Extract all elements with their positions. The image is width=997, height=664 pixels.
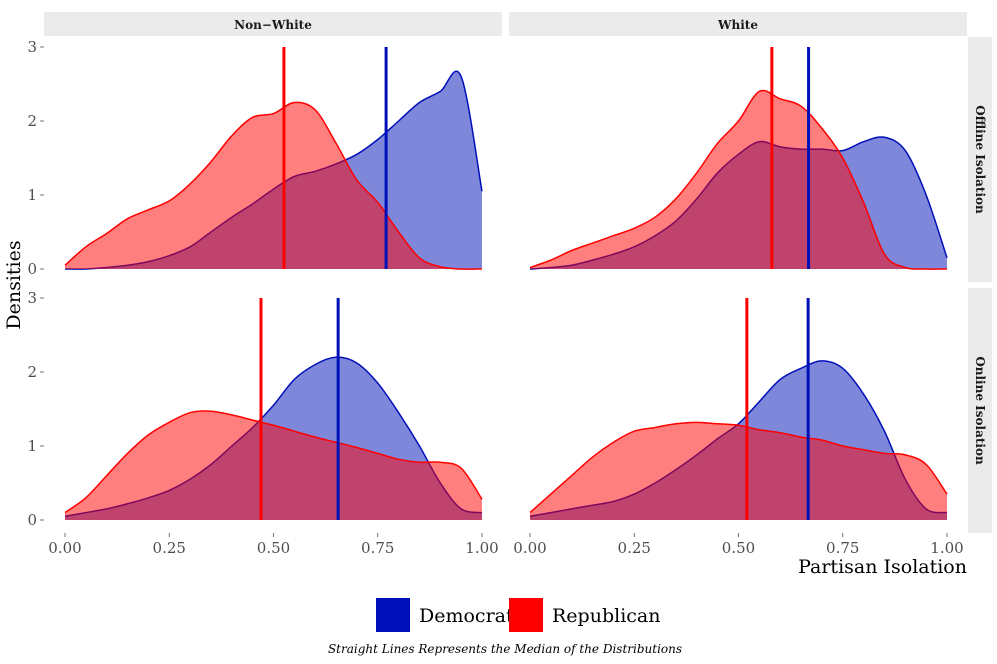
y-tick-label: 1 xyxy=(27,437,37,455)
x-ticks-right: 0.00 0.25 0.50 0.75 1.00 xyxy=(513,533,964,557)
column-label-white: White xyxy=(717,18,758,32)
row-strip-online xyxy=(968,288,992,533)
republican-density-outline xyxy=(64,101,483,270)
x-tick-label: 0.00 xyxy=(513,539,546,557)
column-label-nonwhite: Non−White xyxy=(234,18,312,32)
x-tick-label: 0.25 xyxy=(618,539,651,557)
legend-swatch-republican xyxy=(509,598,543,632)
republican-density-area xyxy=(65,102,482,270)
x-tick-label: 1.00 xyxy=(465,539,498,557)
y-ticks-top: 0 1 2 3 xyxy=(27,38,44,278)
row-strip-offline xyxy=(968,37,992,282)
republican-density-outline xyxy=(529,89,948,270)
x-tick-label: 1.00 xyxy=(930,539,963,557)
legend-label-republican: Republican xyxy=(552,605,660,627)
x-tick-label: 0.75 xyxy=(361,539,394,557)
x-tick-label: 0.25 xyxy=(153,539,186,557)
republican-density-outline xyxy=(529,421,948,514)
y-ticks-bottom: 0 1 2 3 xyxy=(27,289,44,529)
y-axis-title: Densities xyxy=(3,240,25,329)
y-tick-label: 2 xyxy=(27,112,37,130)
republican-density-area xyxy=(65,411,482,520)
y-tick-label: 3 xyxy=(27,289,37,307)
panel-nonwhite-offline xyxy=(64,47,483,270)
panel-nonwhite-online xyxy=(64,298,483,520)
row-label-offline: Offline Isolation xyxy=(973,105,987,214)
x-tick-label: 0.00 xyxy=(48,539,81,557)
column-strip-nonwhite xyxy=(44,12,502,36)
y-tick-label: 1 xyxy=(27,186,37,204)
x-tick-label: 0.50 xyxy=(722,539,755,557)
row-label-online: Online Isolation xyxy=(973,356,987,465)
legend-swatch-democrat xyxy=(376,598,410,632)
panel-white-offline xyxy=(529,47,948,270)
panel-white-online xyxy=(529,298,948,520)
x-tick-label: 0.50 xyxy=(257,539,290,557)
x-tick-label: 0.75 xyxy=(826,539,859,557)
legend-label-democrat: Democrat xyxy=(419,605,514,627)
republican-density-outline xyxy=(64,410,483,514)
x-ticks-left: 0.00 0.25 0.50 0.75 1.00 xyxy=(48,533,499,557)
y-tick-label: 0 xyxy=(27,511,37,529)
chart-caption: Straight Lines Represents the Median of … xyxy=(328,642,682,656)
y-tick-label: 2 xyxy=(27,363,37,381)
column-strip-white xyxy=(509,12,967,36)
x-axis-title: Partisan Isolation xyxy=(798,556,967,578)
republican-density-area xyxy=(530,90,947,270)
y-tick-label: 3 xyxy=(27,38,37,56)
y-tick-label: 0 xyxy=(27,260,37,278)
